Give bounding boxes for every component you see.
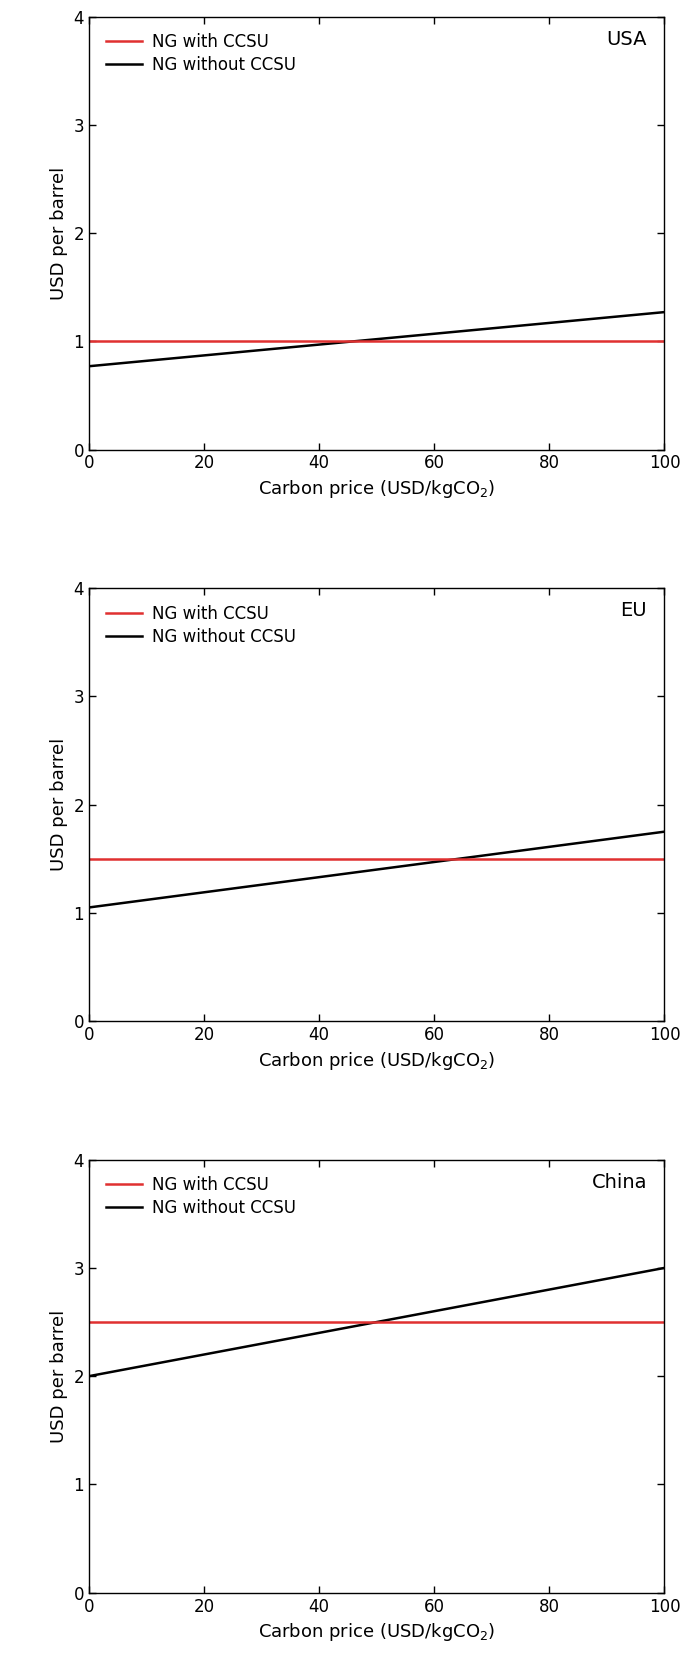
Y-axis label: USD per barrel: USD per barrel bbox=[50, 738, 68, 871]
X-axis label: Carbon price (USD/kgCO$_2$): Carbon price (USD/kgCO$_2$) bbox=[258, 1621, 495, 1642]
Legend: NG with CCSU, NG without CCSU: NG with CCSU, NG without CCSU bbox=[97, 25, 305, 83]
Y-axis label: USD per barrel: USD per barrel bbox=[50, 1309, 68, 1443]
X-axis label: Carbon price (USD/kgCO$_2$): Carbon price (USD/kgCO$_2$) bbox=[258, 478, 495, 499]
Text: USA: USA bbox=[607, 30, 647, 48]
Legend: NG with CCSU, NG without CCSU: NG with CCSU, NG without CCSU bbox=[97, 597, 305, 654]
Y-axis label: USD per barrel: USD per barrel bbox=[50, 166, 68, 300]
Text: China: China bbox=[592, 1173, 647, 1191]
X-axis label: Carbon price (USD/kgCO$_2$): Carbon price (USD/kgCO$_2$) bbox=[258, 1050, 495, 1072]
Text: EU: EU bbox=[621, 601, 647, 620]
Legend: NG with CCSU, NG without CCSU: NG with CCSU, NG without CCSU bbox=[97, 1168, 305, 1226]
